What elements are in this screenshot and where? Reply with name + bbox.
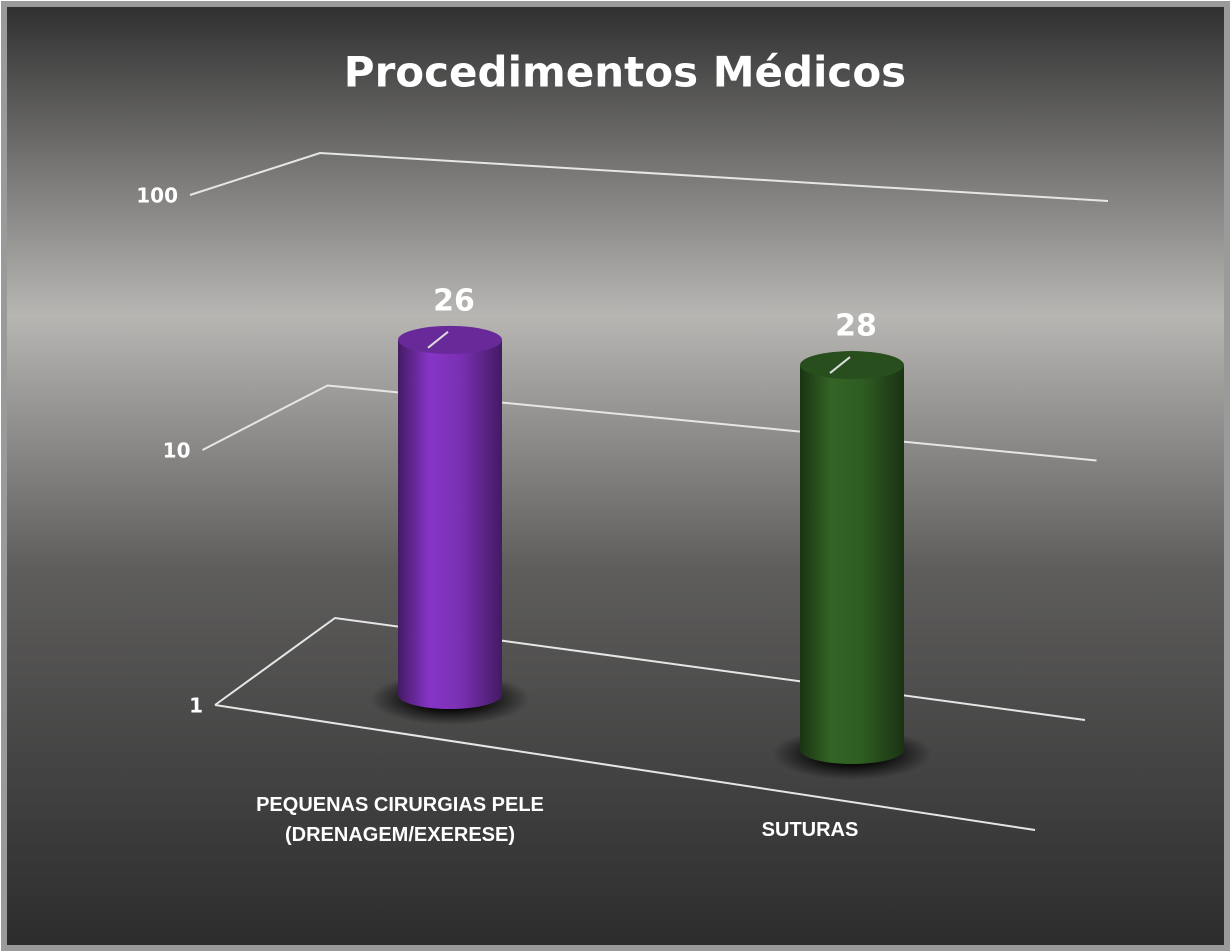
bar-top xyxy=(398,325,502,354)
value-label: 28 xyxy=(835,309,877,344)
y-tick-label: 1 xyxy=(189,694,203,718)
grid-line xyxy=(189,151,1109,202)
x-tick-label: SUTURAS xyxy=(761,819,859,841)
label-leader xyxy=(427,331,449,349)
bar-top xyxy=(800,351,904,380)
y-tick-label: 100 xyxy=(136,184,178,208)
value-label: 26 xyxy=(433,283,475,318)
x-tick-label: PEQUENAS CIRURGIAS PELE (DRENAGEM/EXERES… xyxy=(256,794,544,846)
floor-edge xyxy=(214,704,1036,831)
bar xyxy=(800,365,904,750)
bar xyxy=(398,339,502,695)
y-tick-label: 10 xyxy=(163,439,191,463)
label-leader xyxy=(829,356,851,374)
chart-title: Procedimentos Médicos xyxy=(344,48,906,97)
